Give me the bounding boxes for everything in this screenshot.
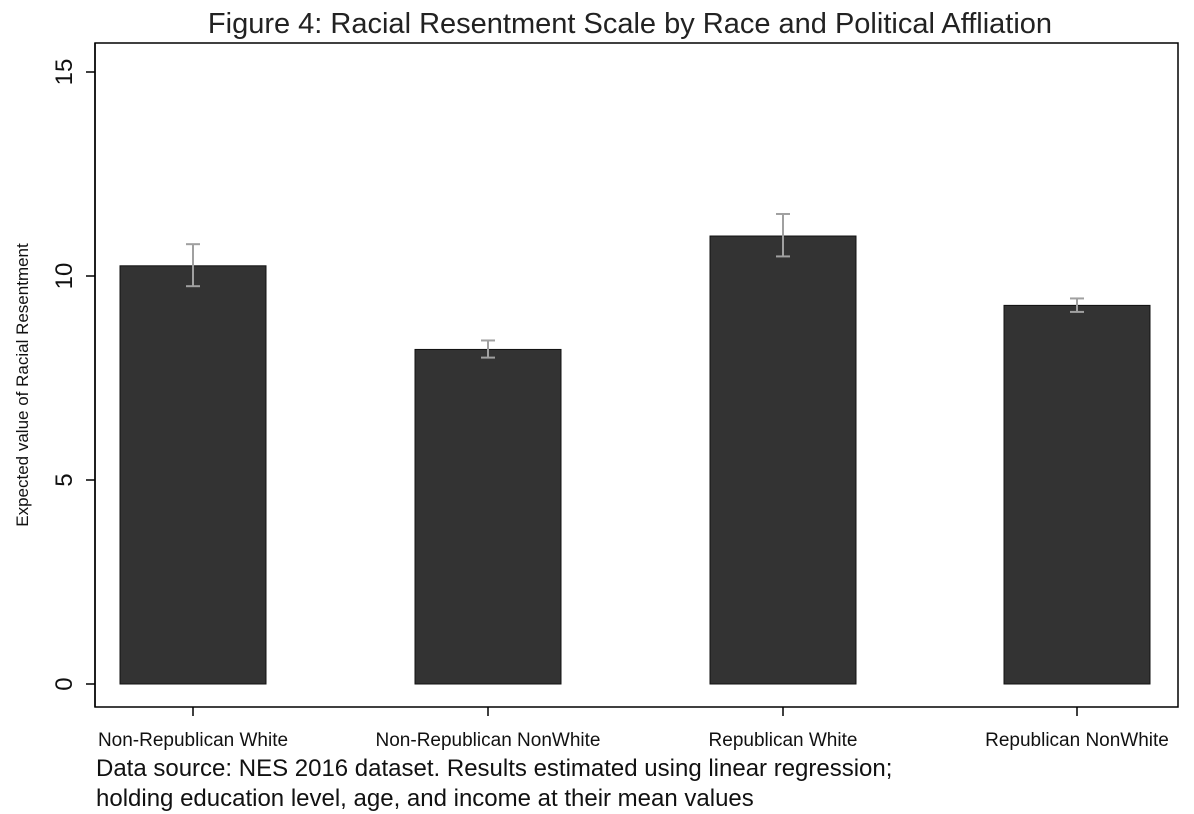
x-tick-label: Republican White <box>709 730 858 750</box>
y-axis-ticks: 0 5 10 15 <box>51 59 95 691</box>
bar <box>119 265 267 685</box>
bar <box>709 235 857 685</box>
y-tick-label: 10 <box>51 263 78 290</box>
bars <box>119 235 1151 685</box>
y-tick-label: 0 <box>51 677 78 690</box>
chart-title: Figure 4: Racial Resentment Scale by Rac… <box>207 8 1053 40</box>
y-tick-label: 5 <box>51 473 78 486</box>
x-tick-label: Non-Republican NonWhite <box>376 730 601 750</box>
bar <box>414 348 562 685</box>
footnote-line-2: holding education level, age, and income… <box>96 785 754 812</box>
footnote-line-1: Data source: NES 2016 dataset. Results e… <box>96 755 893 782</box>
y-tick-label: 15 <box>51 59 78 86</box>
bar <box>1003 304 1151 685</box>
footnote: Data source: NES 2016 dataset. Results e… <box>96 754 892 814</box>
x-tick-label: Non-Republican White <box>98 730 288 750</box>
x-axis-ticks: Non-Republican White Non-Republican NonWh… <box>98 707 1169 750</box>
x-tick-label: Republican NonWhite <box>985 730 1169 750</box>
error-bars <box>186 212 1084 359</box>
